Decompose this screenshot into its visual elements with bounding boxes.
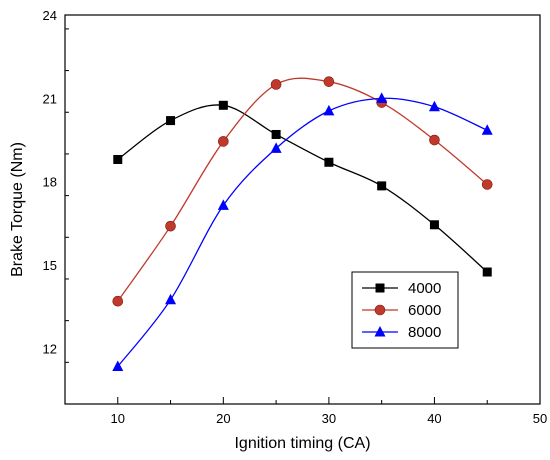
data-point-6000 xyxy=(218,136,229,147)
legend-label-8000: 8000 xyxy=(408,324,441,341)
legend: 4000 6000 8000 xyxy=(351,271,459,349)
x-tick-label: 50 xyxy=(533,411,547,426)
data-point-6000 xyxy=(112,295,124,307)
data-point-8000 xyxy=(481,124,493,135)
legend-marker-6000 xyxy=(374,304,386,316)
series-4000 xyxy=(113,100,492,277)
x-tick-label: 30 xyxy=(322,411,336,426)
data-point-6000 xyxy=(429,134,440,146)
series-line-6000 xyxy=(117,77,488,302)
legend-label-6000: 6000 xyxy=(408,302,441,319)
y-tick-label: 24 xyxy=(43,8,57,23)
series-line-4000 xyxy=(117,104,488,273)
y-axis-title: Brake Torque (Nm) xyxy=(9,142,26,277)
x-tick-label: 40 xyxy=(427,411,441,426)
data-point-8000 xyxy=(217,199,229,210)
data-point-8000 xyxy=(112,360,124,371)
data-point-4000 xyxy=(271,129,281,139)
x-tick-label: 20 xyxy=(216,411,230,426)
data-point-8000 xyxy=(376,92,388,103)
y-tick-label: 21 xyxy=(43,91,57,106)
legend-marker-8000 xyxy=(374,326,386,337)
legend-marker-4000 xyxy=(375,283,385,293)
plot-frame xyxy=(64,14,541,405)
data-point-6000 xyxy=(165,220,176,232)
data-point-4000 xyxy=(218,100,228,110)
y-tick-label: 15 xyxy=(43,258,57,273)
series-layer xyxy=(112,76,493,371)
data-point-4000 xyxy=(166,116,176,126)
x-tick-label: 10 xyxy=(111,411,125,426)
y-tick-label: 12 xyxy=(43,341,57,356)
data-point-4000 xyxy=(324,157,334,167)
data-point-4000 xyxy=(429,220,439,230)
data-point-4000 xyxy=(113,154,123,164)
data-point-8000 xyxy=(428,100,440,112)
data-point-6000 xyxy=(323,76,335,87)
legend-label-4000: 4000 xyxy=(408,280,441,297)
data-point-4000 xyxy=(482,267,492,277)
y-tick-label: 18 xyxy=(43,175,57,190)
x-axis-title: Ignition timing (CA) xyxy=(234,435,370,452)
data-point-4000 xyxy=(377,181,387,191)
data-point-8000 xyxy=(165,293,177,305)
data-point-8000 xyxy=(323,104,335,116)
series-8000 xyxy=(112,92,493,371)
data-point-6000 xyxy=(270,79,282,90)
data-point-6000 xyxy=(481,179,493,190)
chart-axes: 10 20 30 40 50 12 15 18 21 24 xyxy=(43,8,548,426)
data-point-8000 xyxy=(270,142,282,153)
